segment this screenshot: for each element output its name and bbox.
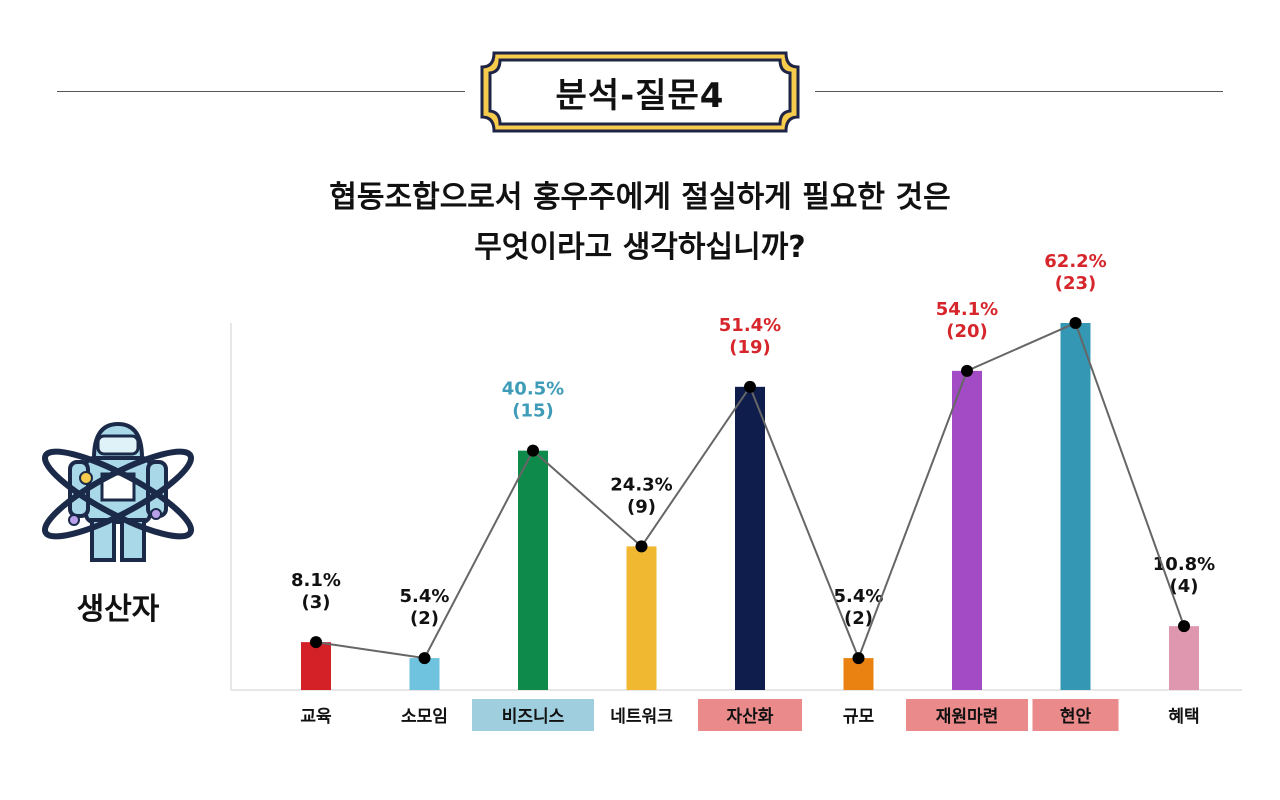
trend-point-6 (852, 652, 865, 665)
bar-8 (1060, 323, 1091, 690)
category-label-4: 네트워크 (610, 707, 673, 727)
category-label-5: 자산화 (727, 707, 774, 727)
data-label-percent-1: 8.1% (291, 570, 341, 591)
trend-point-9 (1178, 620, 1190, 633)
data-label-percent-7: 54.1% (936, 299, 998, 320)
astronaut-orbit-icon (41, 421, 195, 562)
category-label-7: 재원마련 (936, 707, 999, 727)
data-label-percent-3: 40.5% (502, 379, 564, 400)
category-highlight-3 (472, 699, 594, 731)
title-badge: 분석-질문4 (478, 49, 802, 135)
trend-point-2 (418, 652, 431, 665)
category-label-2: 소모임 (401, 706, 448, 727)
badge-frame (480, 51, 800, 133)
category-highlight-7 (906, 699, 1028, 731)
trend-point-5 (744, 380, 756, 393)
trend-point-1 (310, 636, 322, 649)
category-label-1: 교육 (300, 707, 332, 727)
data-label-percent-6: 5.4% (834, 586, 884, 607)
trend-point-7 (961, 364, 973, 377)
bar-7 (952, 370, 982, 690)
data-label-count-3: (15) (512, 401, 554, 422)
category-label-3: 비즈니스 (502, 707, 565, 727)
category-highlight-5 (698, 699, 802, 731)
divider-right (815, 91, 1223, 92)
data-label-count-6: (2) (844, 608, 873, 629)
data-label-count-8: (23) (1055, 273, 1097, 294)
data-label-percent-5: 51.4% (719, 315, 781, 336)
bar-5 (735, 386, 765, 690)
data-label-count-4: (9) (627, 496, 656, 517)
bar-9 (1169, 626, 1199, 690)
data-label-count-1: (3) (302, 592, 331, 613)
category-label-9: 혜택 (1168, 707, 1199, 727)
category-highlight-8 (1032, 699, 1119, 731)
data-label-count-5: (19) (729, 337, 771, 358)
question-line-2: 무엇이라고 생각하십니까? (474, 230, 806, 265)
bar-1 (301, 642, 331, 690)
trend-point-4 (635, 540, 648, 553)
data-label-count-2: (2) (410, 608, 439, 629)
divider-left (57, 91, 465, 92)
badge-title: 분석-질문4 (555, 75, 725, 116)
data-label-count-9: (4) (1170, 576, 1199, 597)
bar-3 (518, 450, 548, 690)
category-label-6: 규모 (843, 707, 875, 727)
respondent-label: 생산자 (76, 592, 160, 627)
trend-point-3 (527, 444, 539, 457)
trend-point-8 (1069, 317, 1082, 329)
data-label-percent-9: 10.8% (1153, 554, 1215, 575)
data-label-count-7: (20) (946, 321, 988, 342)
data-label-percent-4: 24.3% (610, 474, 672, 495)
data-label-percent-8: 62.2% (1044, 251, 1106, 272)
bar-4 (626, 546, 657, 690)
question-line-1: 협동조합으로서 홍우주에게 절실하게 필요한 것은 (329, 180, 951, 215)
data-label-percent-2: 5.4% (400, 586, 450, 607)
category-label-8: 현안 (1060, 707, 1092, 727)
